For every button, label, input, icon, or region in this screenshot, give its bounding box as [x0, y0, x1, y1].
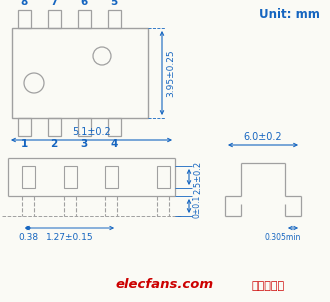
Bar	[22, 166, 35, 188]
Bar	[18, 10, 31, 28]
Text: 1: 1	[20, 139, 28, 149]
Bar	[78, 118, 91, 136]
Text: elecfans.com: elecfans.com	[116, 278, 214, 291]
Bar	[108, 118, 121, 136]
Text: 4: 4	[110, 139, 118, 149]
Bar	[108, 10, 121, 28]
Text: Unit: mm: Unit: mm	[259, 8, 320, 21]
Text: 5.1±0.2: 5.1±0.2	[72, 127, 111, 137]
Text: 0.305min: 0.305min	[265, 233, 301, 242]
Text: 7: 7	[50, 0, 58, 7]
Text: 5: 5	[110, 0, 117, 7]
Text: 0.38: 0.38	[18, 233, 38, 242]
Bar	[105, 166, 118, 188]
Text: 3: 3	[81, 139, 88, 149]
Bar	[18, 118, 31, 136]
Bar	[48, 10, 61, 28]
Bar	[48, 118, 61, 136]
Text: 6.0±0.2: 6.0±0.2	[244, 132, 282, 142]
Text: 2: 2	[50, 139, 58, 149]
Bar	[78, 10, 91, 28]
Text: 0±0.1: 0±0.1	[193, 194, 202, 218]
Text: 电子发烧友: 电子发烧友	[251, 281, 284, 291]
Text: 8: 8	[20, 0, 28, 7]
Bar	[64, 166, 77, 188]
Text: 1.27±0.15: 1.27±0.15	[46, 233, 93, 242]
Text: 2.5±0.2: 2.5±0.2	[193, 160, 202, 194]
Text: 3.95±0.25: 3.95±0.25	[166, 49, 175, 97]
Bar	[12, 28, 148, 118]
Bar	[157, 166, 170, 188]
Text: 6: 6	[81, 0, 88, 7]
